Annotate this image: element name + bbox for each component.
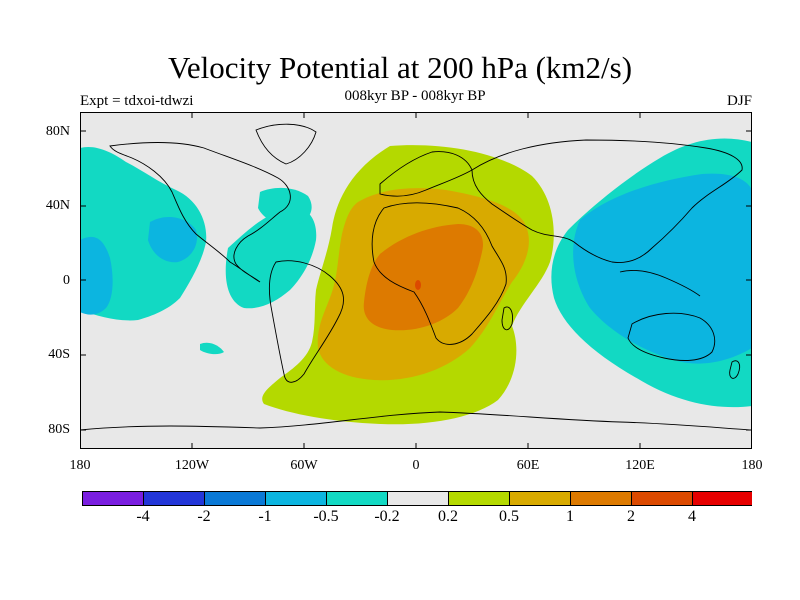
colorbar xyxy=(82,491,752,506)
season-label: DJF xyxy=(726,93,752,109)
colorbar-label-neg1: -1 xyxy=(258,508,272,525)
coast-australia xyxy=(627,312,716,361)
contour-neg-mid-west xyxy=(80,236,113,315)
contour-pos-peak xyxy=(415,280,421,290)
coast-north-america xyxy=(109,142,291,283)
contour-neg-mid-east xyxy=(573,173,752,364)
x-tick-120w: 120W xyxy=(174,458,210,473)
coast-greenland xyxy=(255,123,317,165)
colorbar-box-4 xyxy=(326,491,388,506)
coastlines xyxy=(80,123,752,431)
colorbar-box-7 xyxy=(509,491,571,506)
colorbar-label-pos4: 4 xyxy=(688,508,696,525)
colorbar-label-pos1: 1 xyxy=(566,508,574,525)
x-tick-180w: 180 xyxy=(69,458,91,473)
y-tick-80n: 80N xyxy=(45,124,70,139)
coast-maritime xyxy=(619,269,701,297)
y-tick-80s: 80S xyxy=(48,422,70,437)
colorbar-box-5 xyxy=(387,491,449,506)
x-tick-0: 0 xyxy=(412,458,420,473)
colorbar-label-neg02: -0.2 xyxy=(374,508,400,525)
colorbar-label-neg2: -2 xyxy=(197,508,211,525)
colorbar-box-2 xyxy=(204,491,266,506)
x-tick-60w: 60W xyxy=(290,458,318,473)
y-tick-40s: 40S xyxy=(48,347,70,362)
x-tick-120e: 120E xyxy=(625,458,655,473)
coast-south-america xyxy=(268,260,345,383)
colorbar-box-6 xyxy=(448,491,510,506)
colorbar-label-pos02: 0.2 xyxy=(438,508,458,525)
x-tick-180e: 180 xyxy=(741,458,763,473)
y-tick-40n: 40N xyxy=(45,198,70,213)
colorbar-box-1 xyxy=(143,491,205,506)
colorbar-label-neg05: -0.5 xyxy=(313,508,339,525)
colorbar-box-9 xyxy=(631,491,693,506)
velocity-potential-map xyxy=(80,112,752,449)
experiment-label: Expt = tdxoi-tdwzi xyxy=(80,93,194,109)
contour-neg-light-mid-atl xyxy=(258,187,312,226)
colorbar-label-pos2: 2 xyxy=(627,508,635,525)
coast-new-zealand xyxy=(729,360,741,379)
map-subtitle: 008kyr BP - 008kyr BP xyxy=(344,88,486,104)
y-tick-0: 0 xyxy=(63,273,70,288)
contour-pos-strong xyxy=(363,224,483,331)
contour-neg-light-sw xyxy=(200,342,224,355)
colorbar-box-3 xyxy=(265,491,327,506)
colorbar-label-neg4: -4 xyxy=(136,508,150,525)
coast-madagascar xyxy=(501,306,513,331)
x-tick-60e: 60E xyxy=(516,458,540,473)
contour-neg-mid-west-2 xyxy=(148,216,198,263)
colorbar-box-0 xyxy=(82,491,144,506)
coast-antarctica xyxy=(80,411,752,431)
colorbar-label-pos05: 0.5 xyxy=(499,508,519,525)
coast-asia xyxy=(471,139,743,263)
contour-neg-light-central xyxy=(225,207,317,309)
colorbar-box-8 xyxy=(570,491,632,506)
coast-africa xyxy=(371,202,507,345)
colorbar-box-10 xyxy=(692,491,752,506)
map-title: Velocity Potential at 200 hPa (km2/s) xyxy=(167,50,633,85)
axis-ticks xyxy=(80,112,752,449)
